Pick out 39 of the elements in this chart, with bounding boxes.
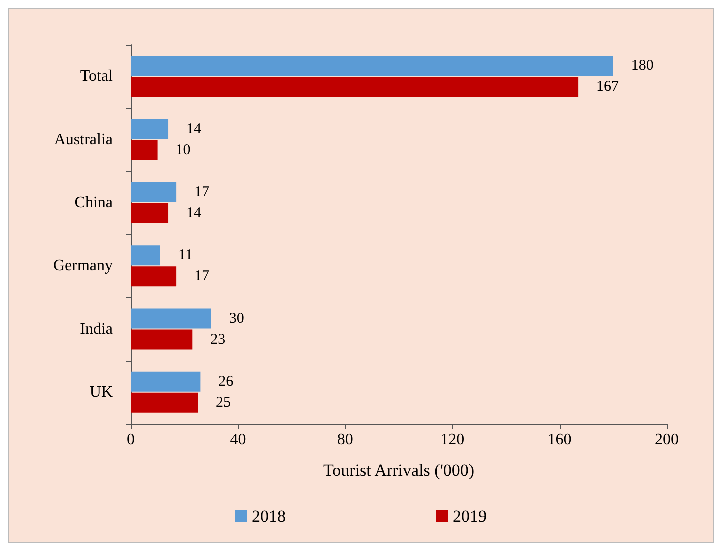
legend-label: 2018 (252, 507, 286, 526)
data-label: 17 (194, 268, 210, 285)
bar (131, 77, 579, 98)
data-label: 180 (631, 58, 654, 74)
data-label: 30 (229, 310, 244, 327)
bar (131, 266, 177, 287)
bar (131, 246, 160, 266)
x-axis-title: Tourist Arrivals ('000) (323, 461, 475, 480)
data-label: 25 (216, 394, 231, 411)
bar (131, 203, 169, 224)
x-tick-label: 40 (230, 432, 246, 448)
x-tick-label: 160 (548, 432, 572, 448)
bar (131, 56, 614, 76)
bar (131, 372, 201, 392)
x-tick-label: 0 (127, 432, 135, 448)
bar (131, 182, 177, 202)
y-tick-label: Australia (54, 131, 113, 148)
legend-label: 2019 (453, 507, 487, 526)
data-label: 23 (210, 332, 226, 348)
y-tick-label: India (80, 320, 113, 338)
bar (131, 308, 212, 329)
data-label: 17 (194, 184, 210, 200)
data-label: 14 (186, 205, 202, 222)
y-tick-label: Total (80, 68, 114, 86)
x-tick-label: 200 (655, 432, 679, 448)
bar (131, 330, 193, 350)
x-tick-label: 80 (337, 432, 354, 448)
data-label: 11 (178, 248, 193, 264)
y-tick-label: UK (90, 384, 114, 401)
bar (131, 119, 169, 140)
data-label: 26 (218, 374, 234, 390)
y-tick-label: Germany (53, 258, 113, 275)
x-tick-label: 120 (440, 432, 465, 448)
bar (131, 140, 158, 160)
data-label: 10 (176, 142, 191, 158)
y-tick-label: China (74, 194, 113, 212)
bar (131, 392, 198, 413)
data-label: 14 (186, 121, 202, 138)
data-label: 167 (596, 79, 620, 96)
